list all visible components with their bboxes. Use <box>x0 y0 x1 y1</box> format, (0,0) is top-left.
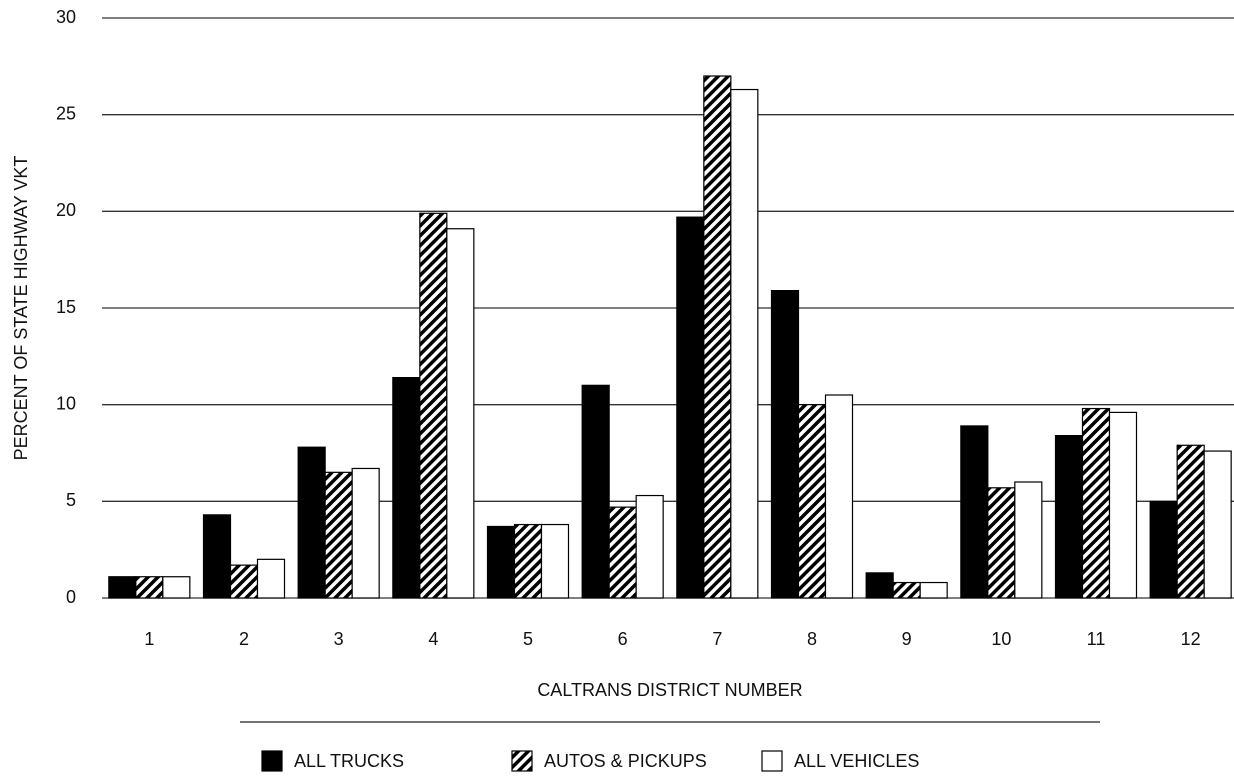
bar <box>730 88 759 599</box>
x-axis-label: CALTRANS DISTRICT NUMBER <box>537 680 802 700</box>
bar <box>392 377 421 599</box>
bar <box>256 558 286 599</box>
bar <box>635 494 664 599</box>
bar <box>919 581 948 599</box>
bar <box>351 467 380 599</box>
bar <box>1108 411 1138 599</box>
legend-label: AUTOS & PICKUPS <box>544 751 707 771</box>
bar <box>1203 450 1232 599</box>
bar <box>892 581 921 599</box>
y-axis-label: PERCENT OF STATE HIGHWAY VKT <box>11 156 31 461</box>
bar <box>1014 481 1043 599</box>
bar <box>608 506 637 599</box>
bar <box>297 446 326 599</box>
x-tick-label: 7 <box>712 629 722 649</box>
bar <box>1149 500 1178 599</box>
bar <box>324 471 353 599</box>
bar <box>960 425 989 599</box>
bar <box>676 216 705 599</box>
bar <box>419 212 448 599</box>
x-tick-label: 9 <box>902 629 912 649</box>
x-tick-label: 10 <box>991 629 1011 649</box>
y-tick-label: 30 <box>56 7 76 27</box>
bar <box>202 514 232 599</box>
bar <box>540 523 570 599</box>
x-tick-label: 1 <box>144 629 154 649</box>
bar <box>135 576 164 599</box>
x-tick-label: 8 <box>807 629 817 649</box>
legend-label: ALL TRUCKS <box>294 751 404 771</box>
legend-label: ALL VEHICLES <box>794 751 919 771</box>
bar <box>229 564 259 599</box>
bar <box>703 75 732 599</box>
legend-swatch <box>261 750 283 772</box>
x-tick-label: 4 <box>428 629 438 649</box>
x-tick-label: 3 <box>334 629 344 649</box>
bar <box>797 404 827 599</box>
bar <box>486 525 516 599</box>
bar <box>770 290 800 599</box>
legend-swatch <box>761 750 783 772</box>
bar <box>581 384 610 599</box>
y-tick-label: 0 <box>66 587 76 607</box>
bar <box>987 487 1016 599</box>
y-tick-label: 5 <box>66 490 76 510</box>
bar <box>108 576 137 599</box>
x-tick-label: 2 <box>239 629 249 649</box>
bar <box>865 572 894 599</box>
bar <box>513 523 543 599</box>
bar <box>446 228 475 599</box>
y-tick-label: 15 <box>56 297 76 317</box>
y-tick-label: 10 <box>56 393 76 413</box>
bar <box>1176 444 1205 599</box>
bar <box>1081 407 1111 599</box>
x-tick-label: 11 <box>1087 629 1106 649</box>
x-tick-label: 6 <box>618 629 628 649</box>
y-tick-label: 20 <box>56 200 76 220</box>
bar <box>162 576 191 599</box>
bar <box>824 394 854 599</box>
x-tick-label: 12 <box>1181 629 1201 649</box>
legend-swatch <box>511 750 533 772</box>
x-tick-label: 5 <box>523 629 533 649</box>
bar <box>1054 435 1084 599</box>
y-tick-label: 25 <box>56 103 76 123</box>
